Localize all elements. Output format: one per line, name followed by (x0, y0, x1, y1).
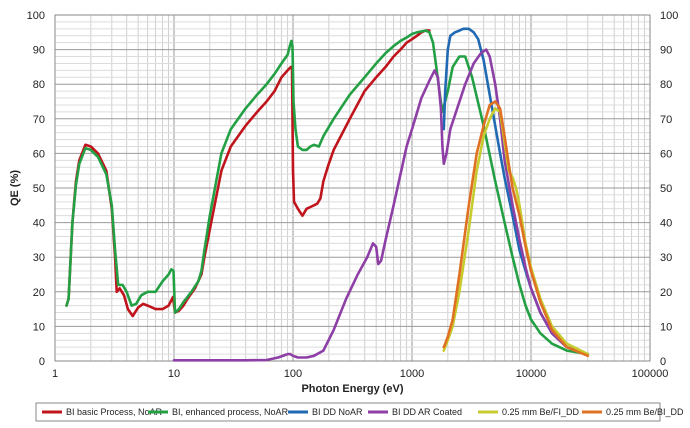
y-tick-label-left: 80 (33, 79, 45, 91)
grid (54, 14, 650, 362)
y-tick-label-right: 0 (660, 356, 666, 368)
x-tick-label: 100000 (632, 368, 669, 380)
x-tick-label: 100 (284, 368, 302, 380)
series-line-6 (442, 100, 590, 358)
x-tick-label: 1 (52, 368, 58, 380)
y-tick-label-left: 50 (33, 183, 45, 195)
y-tick-label-left: 10 (33, 321, 45, 333)
legend-label: BI DD AR Coated (392, 407, 462, 417)
y-tick-label-right: 50 (660, 183, 672, 195)
series-layer (65, 27, 590, 362)
series-line-4 (172, 48, 590, 362)
y-tick-label-right: 90 (660, 45, 672, 57)
y-tick-label-right: 100 (660, 10, 678, 22)
x-tick-label: 10000 (516, 368, 547, 380)
axis-tick-labels: 0102030405060708090100010203040506070809… (27, 10, 679, 380)
x-tick-label: 10 (168, 368, 180, 380)
x-tick-label: 1000 (400, 368, 424, 380)
y-tick-label-right: 30 (660, 252, 672, 264)
legend-label: 0.25 mm Be/FI_DD (502, 407, 580, 417)
series-line-1 (65, 29, 431, 318)
y-tick-label-left: 90 (33, 45, 45, 57)
plot-frame (54, 14, 651, 362)
legend-label: 0.25 mm Be/BI_DD (606, 407, 684, 417)
y-tick-label-right: 60 (660, 148, 672, 160)
y-axis-title: QE (%) (9, 170, 21, 206)
y-tick-label-left: 60 (33, 148, 45, 160)
y-tick-label-left: 40 (33, 218, 45, 230)
y-tick-label-right: 40 (660, 218, 672, 230)
legend-label: BI, enhanced process, NoAR (172, 407, 289, 417)
x-axis-title: Photon Energy (eV) (301, 383, 403, 395)
y-tick-label-left: 70 (33, 114, 45, 126)
y-tick-label-right: 70 (660, 114, 672, 126)
legend-label: BI basic Process, NoAR (66, 407, 163, 417)
y-tick-label-left: 100 (27, 10, 45, 22)
series-line-2 (65, 29, 590, 356)
y-tick-label-right: 20 (660, 287, 672, 299)
y-tick-label-right: 80 (660, 79, 672, 91)
y-tick-label-left: 0 (39, 356, 45, 368)
legend-label: BI DD NoAR (312, 407, 363, 417)
legend-box (35, 402, 661, 422)
legend: BI basic Process, NoAR BI, enhanced proce… (42, 407, 684, 417)
y-tick-label-right: 10 (660, 321, 672, 333)
y-tick-label-left: 30 (33, 252, 45, 264)
y-tick-label-left: 20 (33, 287, 45, 299)
